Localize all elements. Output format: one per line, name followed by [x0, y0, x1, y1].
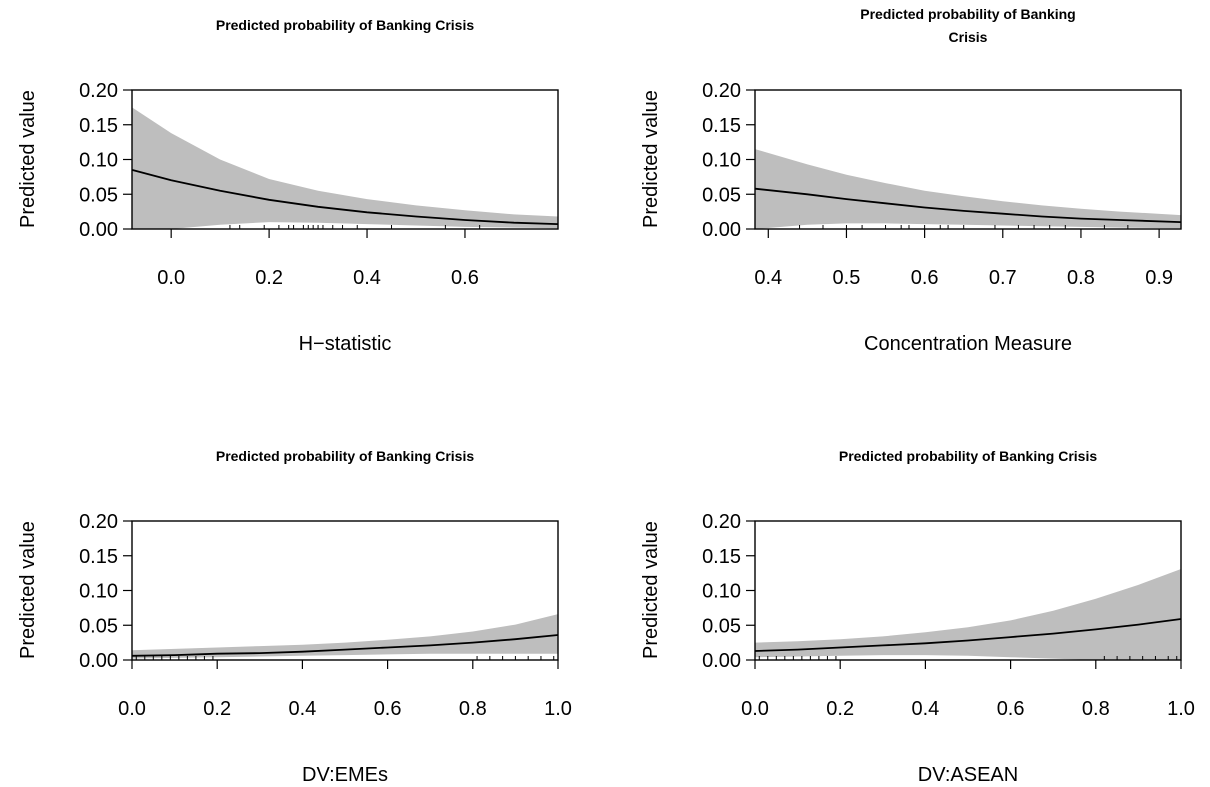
- x-tick-label: 0.6: [911, 267, 939, 289]
- y-tick-label: 0.15: [702, 546, 741, 568]
- y-axis-title: Predicted value: [640, 521, 662, 659]
- prediction-line: [754, 187, 1182, 223]
- panel-title: Predicted probability of Banking: [860, 6, 1075, 22]
- y-tick-label: 0.15: [79, 546, 118, 568]
- panel-title: Predicted probability of Banking Crisis: [216, 448, 474, 464]
- x-tick-label: 0.4: [288, 698, 316, 720]
- y-tick-label: 0.10: [79, 150, 118, 172]
- y-tick-label: 0.20: [79, 80, 118, 102]
- confidence-band: [132, 614, 558, 659]
- y-axis-title: Predicted value: [17, 90, 39, 228]
- y-tick-label: 0.20: [79, 511, 118, 533]
- plot-area: 0.00 0.05 0.10 0.15 0.20 0.0 0.2 0.4 0.6 0.8 1.0: [702, 511, 1195, 720]
- x-tick-label: 0.7: [989, 267, 1017, 289]
- x-tick-label: 0.4: [754, 267, 782, 289]
- plot-area: 0.00 0.05 0.10 0.15 0.20 0.0 0.2 0.4 0.6 0.8 1.0: [79, 511, 572, 720]
- y-tick-label: 0.20: [702, 511, 741, 533]
- y-tick-label: 0.00: [702, 650, 741, 672]
- y-tick-label: 0.05: [702, 615, 741, 637]
- x-tick-label: 0.6: [997, 698, 1025, 720]
- y-tick-label: 0.00: [79, 650, 118, 672]
- x-tick-label: 0.8: [1082, 698, 1110, 720]
- x-axis-title: DV:EMEs: [302, 764, 388, 786]
- x-tick-label: 0.5: [833, 267, 861, 289]
- x-tick-label: 0.0: [157, 267, 185, 289]
- x-tick-label: 0.4: [911, 698, 939, 720]
- x-tick-label: 0.9: [1145, 267, 1173, 289]
- y-tick-label: 0.00: [79, 219, 118, 241]
- panel-dv-asean: Predicted probability of Banking Crisis …: [640, 448, 1195, 786]
- x-tick-label: 0.2: [255, 267, 283, 289]
- plot-area: 0.00 0.05 0.10 0.15 0.20 0.4 0.5 0.6 0.7 0.8 0.9: [702, 80, 1182, 289]
- y-tick-label: 0.15: [79, 115, 118, 137]
- confidence-band: [132, 107, 558, 229]
- prediction-line: [131, 169, 559, 225]
- y-tick-label: 0.05: [79, 184, 118, 206]
- x-tick-label: 1.0: [1167, 698, 1195, 720]
- x-tick-label: 0.8: [1067, 267, 1095, 289]
- x-tick-label: 0.2: [203, 698, 231, 720]
- panel-title-line-2: Crisis: [949, 29, 988, 45]
- y-tick-label: 0.00: [702, 219, 741, 241]
- prediction-line: [131, 634, 559, 657]
- confidence-band: [755, 149, 1181, 229]
- panel-dv-emes: Predicted probability of Banking Crisis …: [17, 448, 572, 786]
- x-tick-label: 1.0: [544, 698, 572, 720]
- panel-title: Predicted probability of Banking Crisis: [216, 17, 474, 33]
- panel-title: Predicted probability of Banking Crisis: [839, 448, 1097, 464]
- x-axis-title: Concentration Measure: [864, 333, 1072, 355]
- y-tick-label: 0.10: [79, 581, 118, 603]
- panel-concentration-measure: Predicted probability of Banking Crisis …: [640, 6, 1182, 355]
- y-tick-label: 0.10: [702, 581, 741, 603]
- x-tick-label: 0.8: [459, 698, 487, 720]
- panel-h-statistic: Predicted probability of Banking Crisis …: [17, 17, 559, 355]
- x-tick-label: 0.0: [741, 698, 769, 720]
- x-tick-label: 0.6: [451, 267, 479, 289]
- x-tick-label: 0.4: [353, 267, 381, 289]
- confidence-band: [755, 569, 1181, 660]
- x-axis-title: H−statistic: [299, 333, 392, 355]
- x-tick-label: 0.0: [118, 698, 146, 720]
- y-tick-label: 0.10: [702, 150, 741, 172]
- prediction-line: [754, 618, 1182, 652]
- x-axis-title: DV:ASEAN: [918, 764, 1018, 786]
- y-tick-label: 0.15: [702, 115, 741, 137]
- x-tick-label: 0.6: [374, 698, 402, 720]
- y-tick-label: 0.05: [79, 615, 118, 637]
- y-axis-title: Predicted value: [640, 90, 662, 228]
- y-tick-label: 0.05: [702, 184, 741, 206]
- plot-area: 0.00 0.05 0.10 0.15 0.20 0.0 0.2 0.4 0.6: [79, 80, 559, 289]
- x-tick-label: 0.2: [826, 698, 854, 720]
- y-tick-label: 0.20: [702, 80, 741, 102]
- y-axis-title: Predicted value: [17, 521, 39, 659]
